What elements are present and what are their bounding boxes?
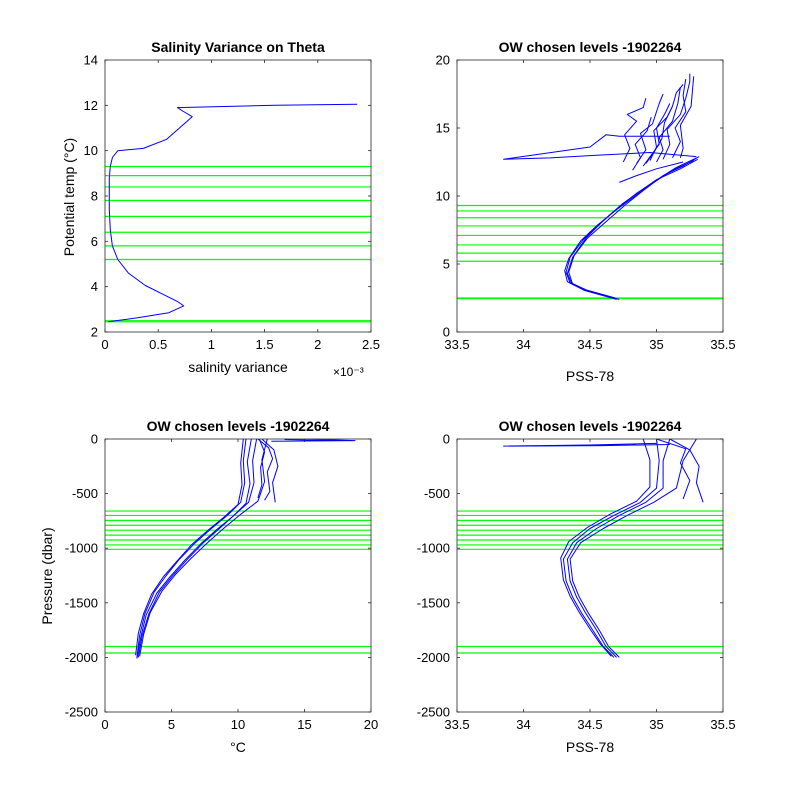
panel-3-ytick-label: -1500 xyxy=(65,595,98,610)
panel-2-xtick-label: 33.5 xyxy=(444,337,469,352)
panel-2-ytick-label: 15 xyxy=(436,121,450,136)
panel-3-data-layer xyxy=(105,439,371,659)
panel-3-ylabel: Pressure (dbar) xyxy=(39,527,55,624)
panel-2-series-line-4 xyxy=(566,158,698,299)
panel-3-xtick-label: 5 xyxy=(168,717,175,732)
panel-3-ytick-label: -1000 xyxy=(65,541,98,556)
panel-2-series-line-11 xyxy=(672,78,687,159)
panel-3-ytick-label: -2500 xyxy=(65,705,98,720)
panel-4-xtick-label: 35 xyxy=(649,717,663,732)
panel-3-series-line-8 xyxy=(257,439,266,499)
panel-2-series-line-15 xyxy=(656,87,681,163)
panel-2-series-line-12 xyxy=(642,103,671,167)
panel-1-ytick-label: 10 xyxy=(84,143,98,158)
panel-2-series-line-8 xyxy=(636,93,664,164)
panel-3-series-line-3 xyxy=(135,439,244,656)
panel-1-ytick-label: 14 xyxy=(84,53,98,68)
panel-2-xlabel: PSS-78 xyxy=(566,368,614,384)
panel-2-data-layer xyxy=(457,73,723,300)
panel-2-series-line-13 xyxy=(632,116,652,171)
panel-1-data-layer xyxy=(105,103,371,323)
panel-1-xtick-label: 0.5 xyxy=(149,337,167,352)
panel-4-series-line-1 xyxy=(566,439,671,658)
panel-2-series-line-14 xyxy=(679,76,695,159)
panel-2-xtick-label: 35.5 xyxy=(710,337,735,352)
panel-3-ytick-label: -2000 xyxy=(65,650,98,665)
panel-4-series-line-4 xyxy=(560,439,651,657)
panel-3-xtick-label: 15 xyxy=(297,717,311,732)
panel-3-plot-area xyxy=(105,439,371,712)
panel-4-title: OW chosen levels -1902264 xyxy=(499,418,682,434)
panel-3-series-line-9 xyxy=(271,439,356,442)
panel-1-ytick-label: 8 xyxy=(91,189,98,204)
panel-4-xlabel: PSS-78 xyxy=(566,739,614,755)
panel-1-title: Salinity Variance on Theta xyxy=(151,39,325,55)
panel-4-series-line-6 xyxy=(656,439,691,500)
panel-3-ytick-label: -500 xyxy=(72,486,98,501)
panel-2-ytick-label: 5 xyxy=(443,257,450,272)
panel-4-series-line-5 xyxy=(669,439,704,503)
panel-3-title: OW chosen levels -1902264 xyxy=(147,418,330,434)
panel-1-ytick-label: 12 xyxy=(84,98,98,113)
panel-4-ytick-label: -1000 xyxy=(417,541,450,556)
panel-1-xtick-label: 0 xyxy=(101,337,108,352)
panel-2-series-line-3 xyxy=(564,160,694,300)
panel-2-series-line-7 xyxy=(622,97,647,163)
panel-3-series-line-7 xyxy=(257,439,274,501)
panel-3-ytick-label: 0 xyxy=(91,432,98,447)
panel-4-ytick-label: -2500 xyxy=(417,705,450,720)
panel-4-xtick-label: 35.5 xyxy=(710,717,735,732)
panel-4-xtick-label: 34 xyxy=(516,717,530,732)
panel-3-series-line-2 xyxy=(137,439,258,658)
panel-3-series-line-4 xyxy=(139,439,268,657)
panel-2-series-line-5 xyxy=(503,134,697,160)
panel-3-xtick-label: 20 xyxy=(364,717,378,732)
panel-4-ytick-label: 0 xyxy=(443,432,450,447)
panel-1-ytick-label: 4 xyxy=(91,279,98,294)
panel-2-series-line-6 xyxy=(619,161,684,183)
panel-2-series-line-10 xyxy=(662,73,691,160)
panel-1-ytick-label: 6 xyxy=(91,234,98,249)
panel-2-xtick-label: 35 xyxy=(649,337,663,352)
panel-2-series-line-16 xyxy=(645,105,673,164)
panel-2-xtick-label: 34 xyxy=(516,337,530,352)
panel-4-series-line-3 xyxy=(569,439,697,658)
panel-1-x-exponent: ×10⁻³ xyxy=(333,365,364,379)
panel-3-xtick-label: 0 xyxy=(101,717,108,732)
panel-4-data-layer xyxy=(457,439,723,658)
panel-1-xlabel: salinity variance xyxy=(188,359,288,375)
panel-3-series-line-5 xyxy=(136,439,252,659)
panel-4-series-line-7 xyxy=(503,442,670,447)
panel-2-ytick-label: 10 xyxy=(436,189,450,204)
panel-4-xtick-label: 34.5 xyxy=(577,717,602,732)
panel-2-xtick-label: 34.5 xyxy=(577,337,602,352)
panel-1-xtick-label: 2.5 xyxy=(362,337,380,352)
panel-4-plot-area xyxy=(457,439,723,712)
panel-1-ytick-label: 2 xyxy=(91,325,98,340)
panel-2-ytick-label: 0 xyxy=(443,325,450,340)
panel-3-series-line-1 xyxy=(136,439,247,658)
panel-3-xtick-label: 10 xyxy=(231,717,245,732)
panel-2-title: OW chosen levels -1902264 xyxy=(499,39,682,55)
panel-3-xlabel: °C xyxy=(230,739,246,755)
panel-3-series-line-6 xyxy=(261,439,279,503)
panel-4-ytick-label: -500 xyxy=(424,486,450,501)
panel-1-plot-area xyxy=(105,60,371,332)
panel-4-xtick-label: 33.5 xyxy=(444,717,469,732)
panel-1-series-line-1 xyxy=(108,103,358,323)
panel-1-xtick-label: 2 xyxy=(314,337,321,352)
panel-2-plot-area xyxy=(457,60,723,332)
panel-2-ytick-label: 20 xyxy=(436,53,450,68)
panel-4-ytick-label: -2000 xyxy=(417,650,450,665)
panel-1-xtick-label: 1.5 xyxy=(256,337,274,352)
panel-4-ytick-label: -1500 xyxy=(417,595,450,610)
panel-1-xtick-label: 1 xyxy=(208,337,215,352)
panel-4-series-line-2 xyxy=(562,439,660,658)
panel-1-ylabel: Potential temp (°C) xyxy=(61,138,77,256)
